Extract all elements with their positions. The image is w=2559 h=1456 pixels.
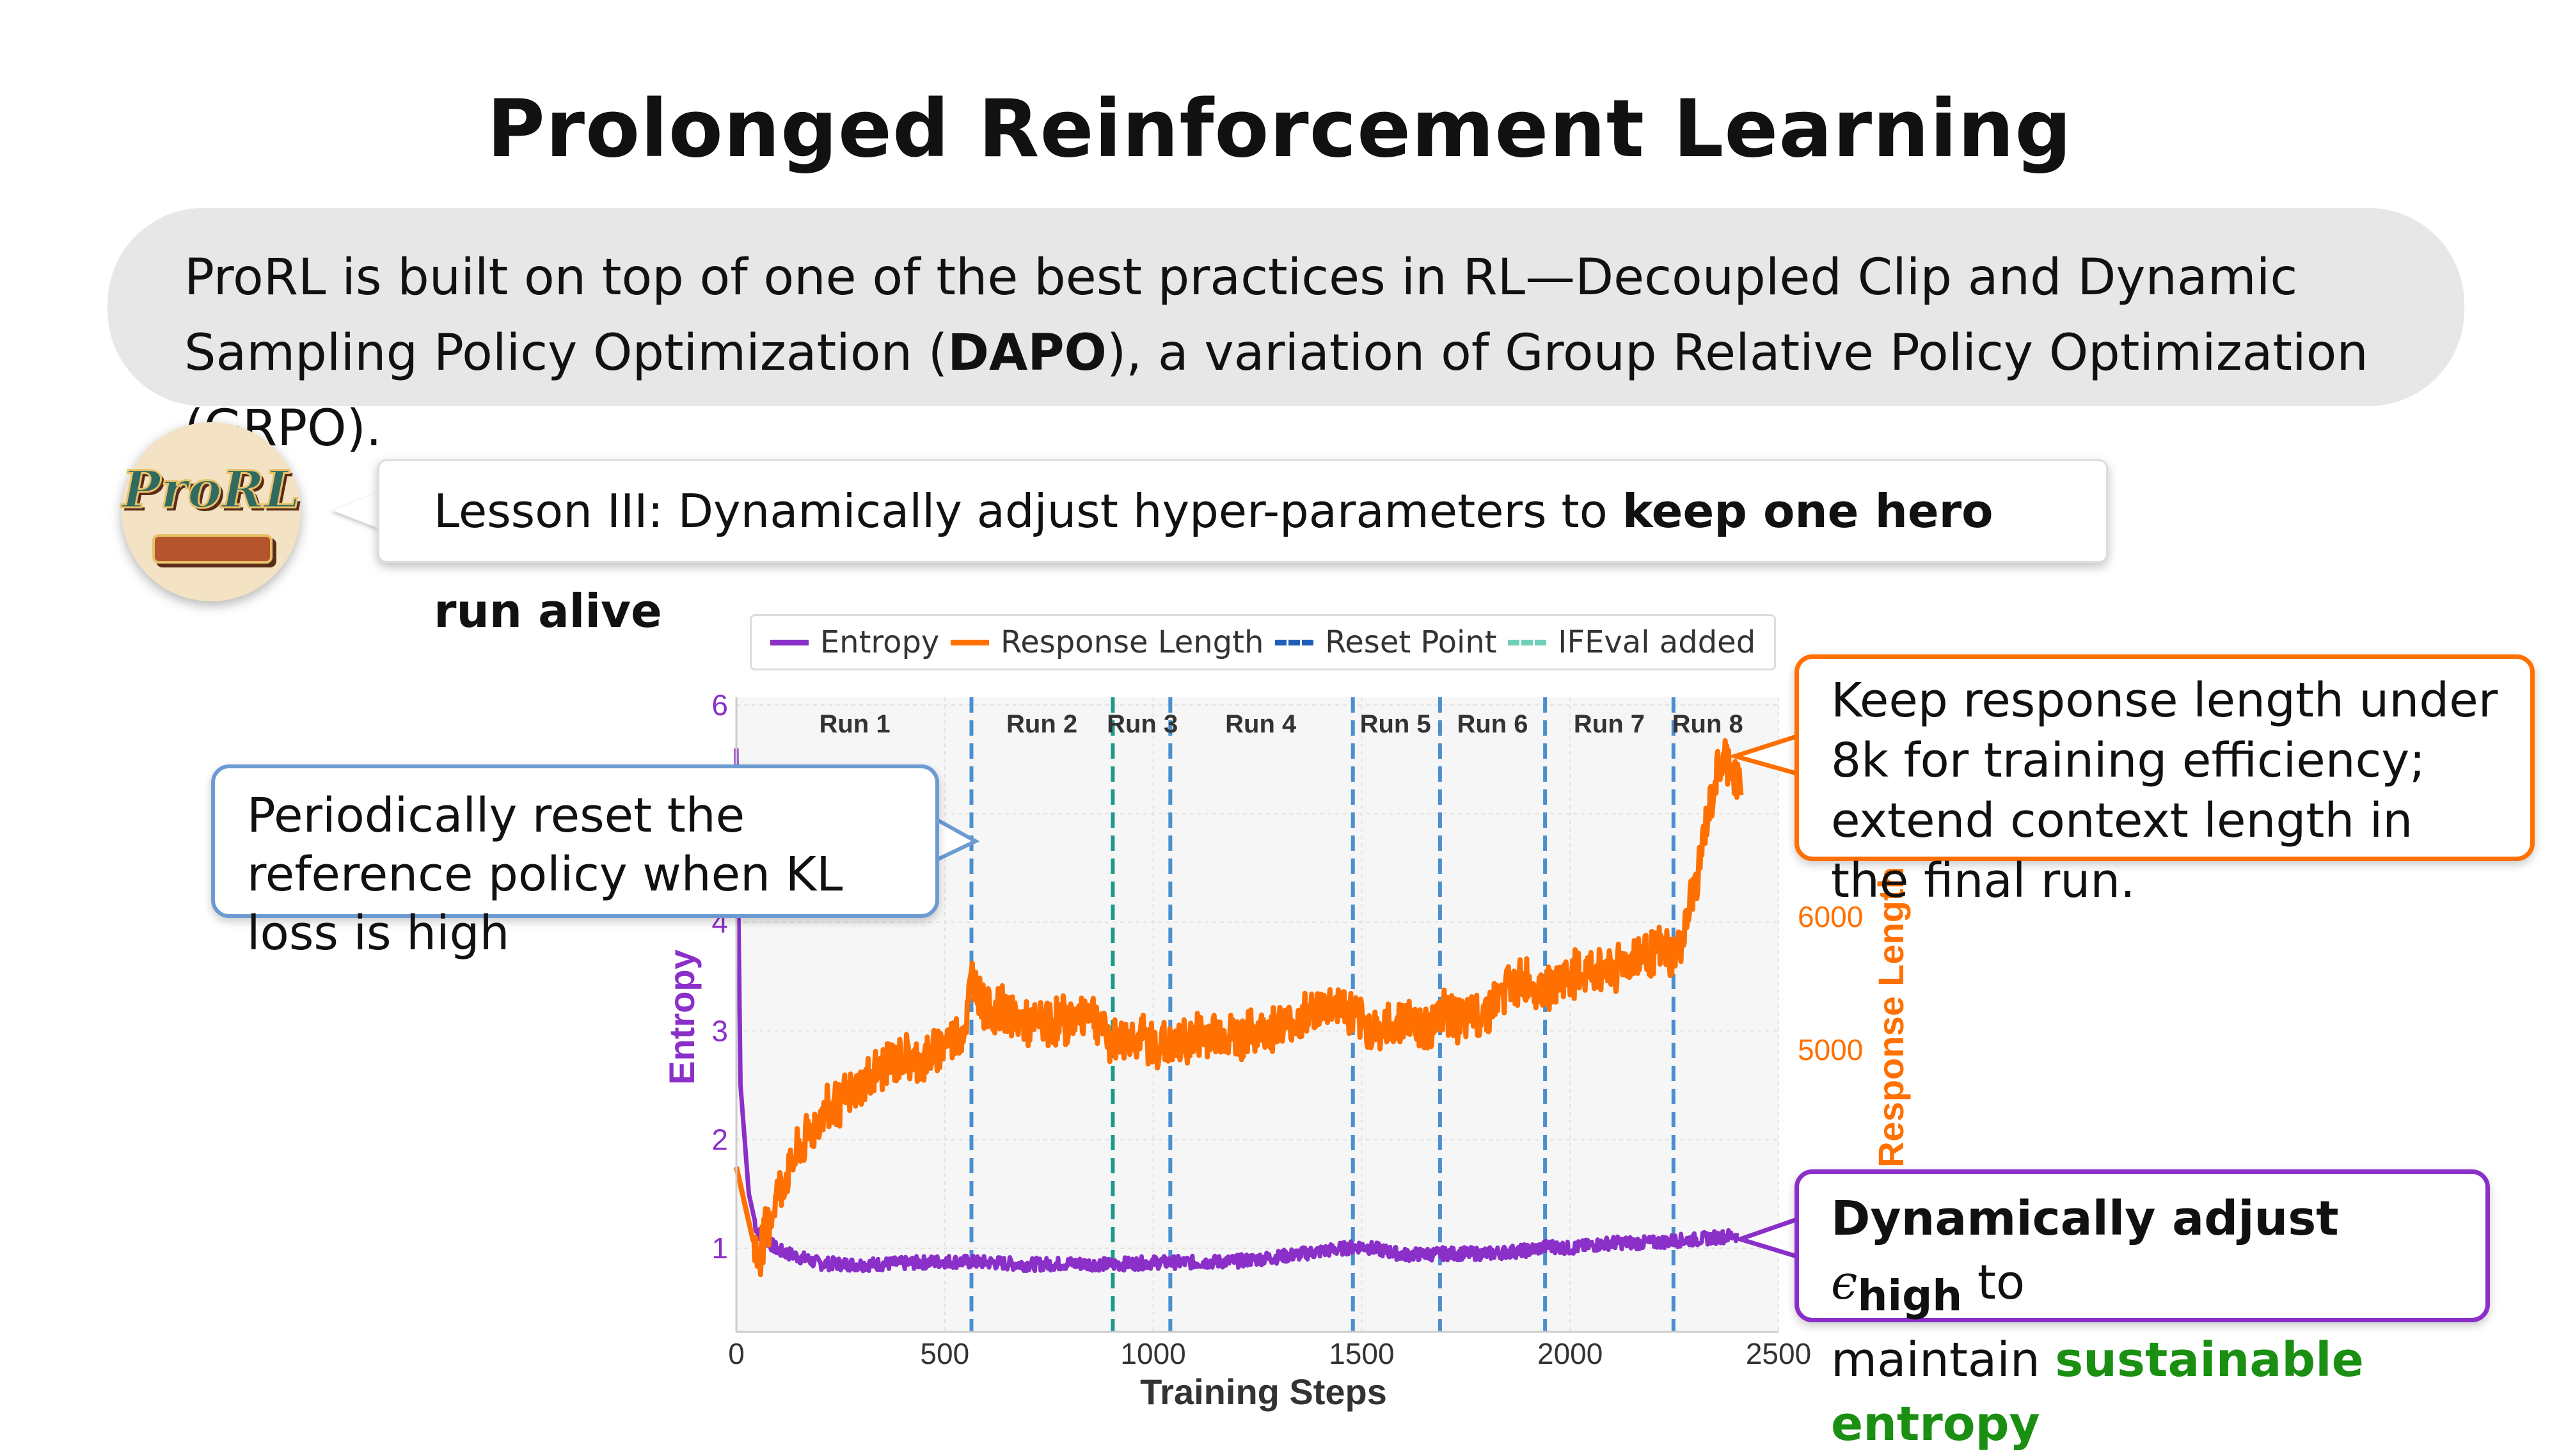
legend-ifeval-added: IFEval added <box>1508 624 1755 660</box>
logo-bar <box>152 534 273 564</box>
prorl-logo: ProRL <box>121 422 301 601</box>
intro-bold: DAPO <box>947 324 1107 382</box>
speech-pointer <box>333 493 379 528</box>
legend-swatch <box>951 639 990 645</box>
intro-text: ProRL is built on top of one of the best… <box>184 249 2298 382</box>
y-tick-label-left: 1 <box>711 1231 728 1265</box>
legend-entropy: Entropy <box>770 624 940 660</box>
run-label: Run 4 <box>1225 710 1297 738</box>
lesson-bold: keep one hero run alive <box>434 484 1993 638</box>
legend-label: Reset Point <box>1325 624 1497 660</box>
legend-swatch <box>1275 639 1314 645</box>
response-length-line <box>734 738 1744 1278</box>
logo-text: ProRL <box>121 459 301 521</box>
epsilon-symbol: ϵ <box>1831 1255 1858 1310</box>
y-axis-label-right: Response Length <box>1871 867 1911 1167</box>
run-label: Run 8 <box>1672 710 1743 738</box>
legend-reset-point: Reset Point <box>1275 624 1497 660</box>
lesson-text: Lesson III: Dynamically adjust hyper-par… <box>434 484 1622 538</box>
legend-swatch <box>770 639 809 645</box>
chart-legend: Entropy Response Length Reset Point IFEv… <box>750 614 1776 670</box>
run-label: Run 2 <box>1006 710 1077 738</box>
run-label: Run 6 <box>1457 710 1528 738</box>
entropy-line <box>734 748 1739 1274</box>
run-label: Run 3 <box>1107 710 1178 738</box>
x-tick-label: 1000 <box>1120 1337 1185 1370</box>
x-tick-label: 500 <box>920 1337 969 1370</box>
run-label: Run 7 <box>1574 710 1645 738</box>
legend-response-length: Response Length <box>951 624 1264 660</box>
response-length-callout: Keep response length under 8k for traini… <box>1794 654 2535 908</box>
y-tick-label-left: 2 <box>711 1123 728 1156</box>
callout-bold: Dynamically adjust <box>1831 1191 2339 1246</box>
callout-text: to <box>1962 1255 2025 1310</box>
epsilon-subscript: high <box>1857 1271 1963 1320</box>
y-axis-label-left: Entropy <box>662 949 702 1085</box>
entropy-callout: Dynamically adjust ϵhigh to maintain sust… <box>1794 1169 2490 1452</box>
y-tick-label-right: 6000 <box>1798 900 1863 933</box>
callout-text: maintain <box>1831 1333 2056 1388</box>
x-tick-label: 1500 <box>1329 1337 1394 1370</box>
y-tick-label-right: 5000 <box>1798 1033 1863 1066</box>
run-label: Run 1 <box>819 710 890 738</box>
y-tick-label-left: 3 <box>711 1014 728 1047</box>
run-label: Run 5 <box>1360 710 1431 738</box>
lesson-bubble: Lesson III: Dynamically adjust hyper-par… <box>377 459 2108 638</box>
intro-text-after: ), a variation of Group Relative Policy … <box>184 324 2368 457</box>
x-tick-label: 2500 <box>1746 1337 1811 1370</box>
intro-box: ProRL is built on top of one of the best… <box>107 208 2464 457</box>
y-tick-label-left: 6 <box>711 688 728 722</box>
x-tick-label: 0 <box>728 1337 745 1370</box>
x-tick-label: 2000 <box>1537 1337 1603 1370</box>
legend-label: Response Length <box>1001 624 1264 660</box>
legend-label: IFEval added <box>1558 624 1756 660</box>
page-title: Prolonged Reinforcement Learning <box>486 83 2073 175</box>
x-axis-label: Training Steps <box>1140 1372 1387 1412</box>
legend-label: Entropy <box>820 624 940 660</box>
legend-swatch <box>1508 639 1547 645</box>
reset-reference-callout: Periodically reset the reference policy … <box>211 764 939 961</box>
